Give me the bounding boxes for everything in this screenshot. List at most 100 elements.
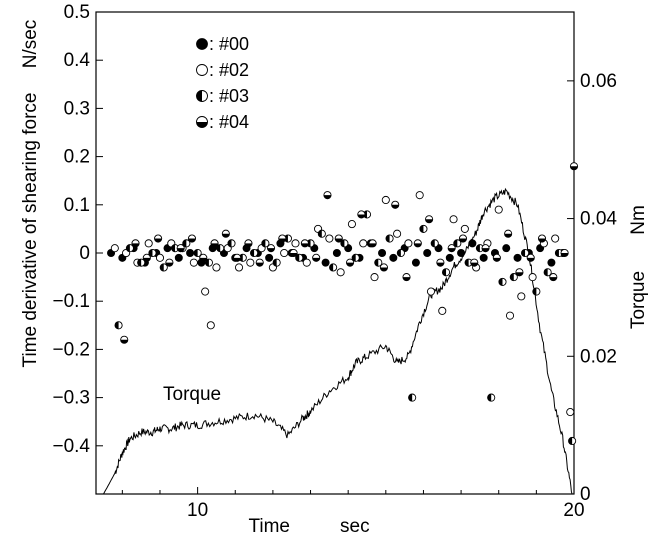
data-point-series-2: [114, 321, 123, 330]
marker-fill: [419, 225, 424, 233]
data-point-series-3: [526, 253, 535, 262]
y-left-tick-label: 0.2: [64, 147, 90, 168]
data-point-series-1: [144, 239, 153, 248]
data-point-series-2: [272, 258, 281, 267]
tick-layer: −0.4 −0.3 −0.2 −0.1 0 0.1 0.2 0.3 0.4 0.5 0 0.02 0.0…: [52, 2, 617, 521]
marker-shape: [196, 64, 208, 76]
data-point-series-1: [189, 258, 198, 267]
data-point-series-2: [137, 258, 146, 267]
marker-fill: [267, 248, 275, 252]
marker-fill: [216, 244, 221, 252]
marker-shape: [566, 408, 575, 417]
legend-marker: [196, 38, 208, 50]
marker-fill: [385, 234, 390, 243]
data-point-series-1: [551, 234, 560, 243]
data-point-series-2: [419, 224, 428, 233]
data-point-series-1: [415, 191, 424, 200]
data-point-series-1: [566, 408, 575, 417]
marker-fill: [568, 437, 573, 445]
marker-fill: [273, 259, 277, 267]
data-point-series-3: [300, 239, 309, 248]
marker-shape: [186, 248, 195, 257]
data-point-series-1: [201, 287, 210, 296]
data-point-series-3: [312, 253, 321, 262]
marker-fill: [131, 243, 140, 247]
marker-fill: [261, 239, 266, 247]
marker-fill: [465, 259, 469, 267]
data-point-series-1: [359, 239, 368, 248]
marker-fill: [493, 257, 501, 262]
marker-fill: [250, 249, 255, 257]
marker-fill: [137, 259, 142, 267]
data-point-series-3: [569, 162, 579, 171]
marker-fill: [549, 277, 557, 281]
data-point-series-3: [413, 239, 422, 248]
marker-shape: [513, 253, 522, 262]
data-point-series-1: [325, 234, 334, 243]
data-point-series-1: [336, 268, 345, 277]
marker-shape: [265, 253, 274, 262]
marker-fill: [391, 204, 399, 209]
y-left-axis-unit: N/sec: [20, 20, 41, 69]
data-point-series-3: [391, 200, 400, 209]
marker-shape: [517, 292, 526, 301]
data-point-series-2: [227, 239, 236, 248]
data-point-series-2: [148, 248, 157, 258]
x-axis-unit: sec: [340, 516, 370, 537]
data-point-series-3: [210, 239, 219, 248]
marker-shape: [423, 248, 432, 257]
marker-fill: [335, 238, 343, 243]
marker-shape: [415, 191, 424, 200]
marker-fill: [431, 239, 435, 247]
data-point-series-0: [457, 248, 466, 257]
data-point-series-3: [346, 258, 355, 267]
data-point-series-2: [374, 258, 383, 267]
data-point-series-2: [543, 268, 552, 277]
marker-fill: [256, 262, 264, 267]
data-point-series-2: [385, 234, 394, 243]
data-point-series-2: [193, 248, 202, 258]
data-point-series-2: [204, 258, 213, 267]
marker-fill: [560, 253, 569, 257]
marker-fill: [177, 248, 185, 252]
marker-shape: [494, 205, 503, 214]
data-point-series-3: [379, 263, 388, 272]
data-point-series-0: [186, 248, 195, 257]
marker-shape: [196, 38, 208, 50]
marker-fill: [532, 287, 537, 296]
marker-shape: [479, 253, 488, 262]
data-point-series-3: [323, 191, 332, 200]
data-point-series-3: [537, 234, 547, 243]
data-point-series-2: [521, 248, 530, 258]
marker-fill: [188, 238, 196, 243]
marker-shape: [201, 287, 210, 296]
data-point-series-3: [481, 244, 490, 253]
data-point-series-1: [505, 311, 515, 320]
data-point-series-2: [351, 253, 360, 262]
marker-fill: [171, 244, 176, 252]
data-point-series-2: [295, 253, 304, 262]
marker-shape: [144, 239, 153, 248]
data-point-series-2: [453, 239, 462, 248]
data-point-series-3: [176, 244, 185, 253]
marker-shape: [336, 268, 345, 277]
marker-shape: [110, 244, 119, 253]
data-point-series-3: [402, 273, 411, 282]
marker-shape: [206, 321, 215, 330]
marker-shape: [411, 258, 420, 267]
marker-shape: [468, 239, 477, 248]
marker-fill: [295, 254, 300, 262]
data-point-series-2: [396, 248, 405, 258]
data-point-series-1: [110, 244, 119, 253]
data-point-series-3: [233, 253, 242, 262]
legend-marker: [196, 90, 208, 102]
data-point-series-1: [381, 195, 390, 205]
legend-marker: [196, 64, 208, 76]
marker-shape: [291, 239, 300, 248]
marker-fill: [148, 249, 153, 257]
marker-layer: [107, 162, 579, 446]
marker-fill: [498, 278, 503, 286]
data-point-series-0: [332, 248, 341, 257]
data-point-series-1: [206, 321, 215, 330]
